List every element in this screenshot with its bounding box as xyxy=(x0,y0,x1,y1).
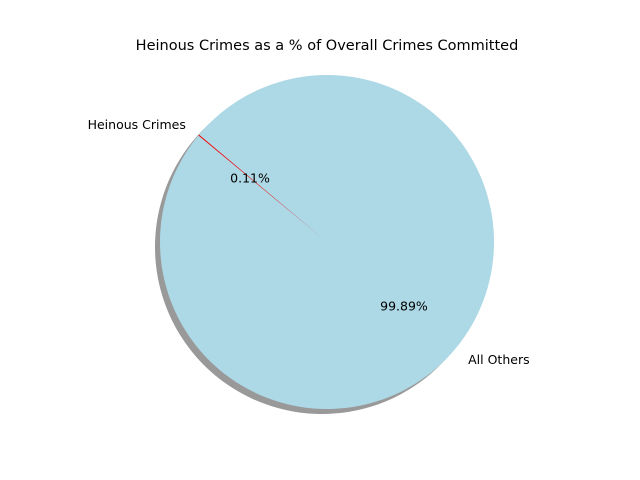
pie-slice-heinous-crimes xyxy=(198,134,327,242)
pie-slice-layer xyxy=(160,74,495,409)
pie-slice-all-others xyxy=(160,74,495,409)
slice-label-all-others: All Others xyxy=(468,352,529,367)
chart-title: Heinous Crimes as a % of Overall Crimes … xyxy=(136,38,519,54)
slice-percent-all-others: 99.89% xyxy=(380,299,428,314)
slice-percent-heinous-crimes: 0.11% xyxy=(230,170,270,185)
slice-label-heinous-crimes: Heinous Crimes xyxy=(88,117,186,132)
pie-label-layer: Heinous Crimes 0.11% All Others 99.89% xyxy=(88,117,530,367)
